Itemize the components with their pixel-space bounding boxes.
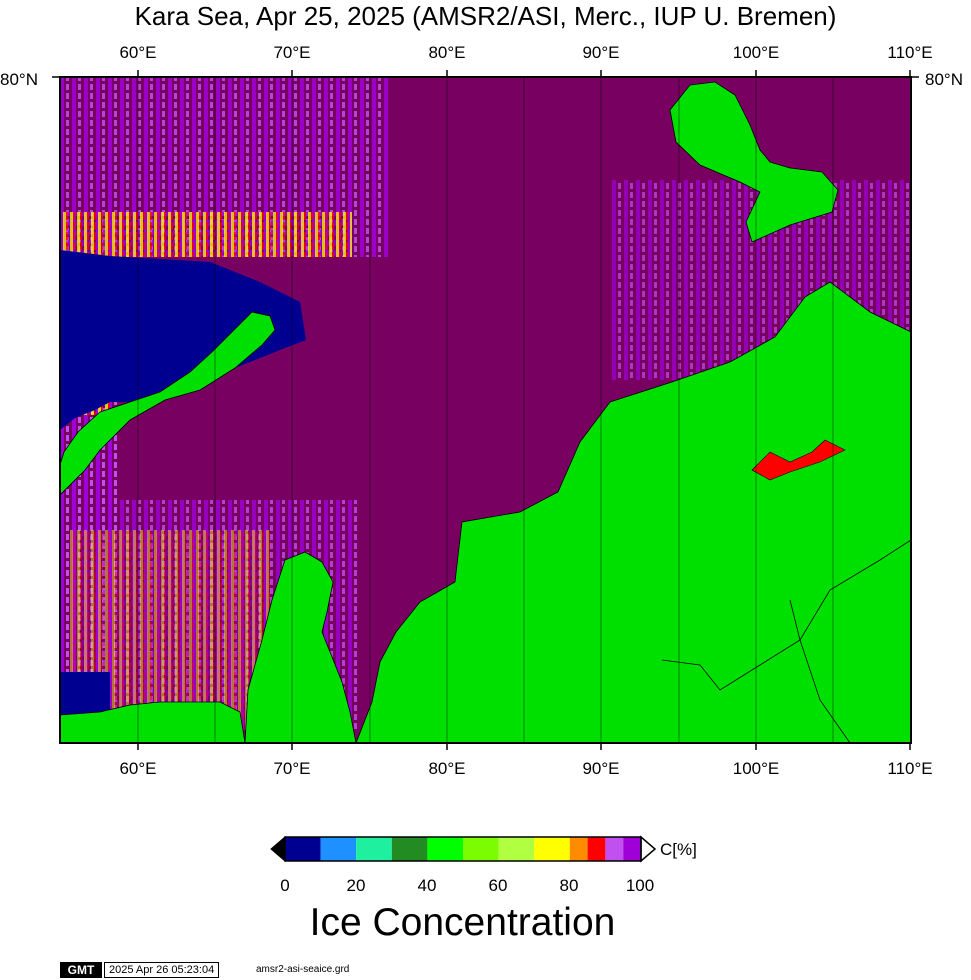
map-frame — [59, 76, 912, 744]
colorbar-over-triangle — [640, 835, 657, 863]
colorbar-tick-80: 80 — [559, 876, 579, 895]
land-novaya-zemlya — [60, 311, 276, 496]
lon-tick-top-110: 110°E — [887, 43, 933, 62]
lat-label-left: 80°N — [0, 70, 38, 89]
land-severnaya-zemlya — [669, 81, 839, 243]
colorbar-under-triangle — [270, 835, 286, 863]
colorbar-segment — [356, 837, 392, 861]
lon-tick-top-60: 60°E — [119, 43, 157, 62]
lon-tick-top-70: 70°E — [273, 43, 311, 62]
land-gydan-taimyr — [355, 281, 911, 743]
colorbar-frame — [284, 836, 642, 862]
colorbar-segment — [320, 837, 357, 861]
colorbar-segment — [587, 837, 606, 861]
map-title: Kara Sea, Apr 25, 2025 (AMSR2/ASI, Merc.… — [134, 1, 837, 31]
legend-title: Ice Concentration — [309, 901, 616, 944]
colorbar-segment — [391, 837, 428, 861]
colorbar-segment — [498, 837, 535, 861]
colorbar-segments — [285, 837, 641, 861]
lon-tick-bottom-110: 110°E — [887, 759, 933, 778]
colorbar-segment — [569, 837, 588, 861]
lat-label-right: 80°N — [925, 70, 963, 89]
colorbar-tick-0: 0 — [280, 876, 290, 895]
colorbar-unit: C[%] — [660, 840, 697, 859]
lon-tick-bottom-70: 70°E — [273, 759, 311, 778]
lon-tick-top-100: 100°E — [732, 43, 780, 62]
colorbar-segment — [534, 837, 570, 861]
colorbar-tick-40: 40 — [417, 876, 437, 895]
timestamp: 2025 Apr 26 05:23:04 — [104, 962, 220, 978]
colorbar — [270, 835, 657, 863]
open-water-barents — [60, 250, 306, 430]
lon-tick-top-90: 90°E — [582, 43, 620, 62]
colorbar-tick-100: 100 — [625, 876, 655, 895]
land-yamal — [244, 551, 357, 743]
colorbar-segment — [427, 837, 463, 861]
lon-tick-bottom-80: 80°E — [428, 759, 466, 778]
land-taimyr-lake — [751, 439, 846, 481]
mixed-ice-band-north — [62, 212, 352, 257]
land-south-west — [60, 701, 246, 743]
colorbar-segment — [623, 837, 641, 861]
lon-tick-bottom-60: 60°E — [119, 759, 157, 778]
lon-tick-top-80: 80°E — [428, 43, 466, 62]
grid-file-name: amsr2-asi-seaice.grd — [256, 964, 350, 975]
sea-ice-map — [52, 70, 919, 750]
river-line-2 — [789, 599, 851, 743]
gmt-logo: GMT — [60, 962, 102, 978]
colorbar-tick-20: 20 — [346, 876, 366, 895]
frame-ticks — [52, 70, 919, 750]
colorbar-segment — [463, 837, 499, 861]
colorbar-segment — [605, 837, 624, 861]
colorbar-segment — [285, 837, 321, 861]
lon-tick-bottom-90: 90°E — [582, 759, 620, 778]
lon-tick-bottom-100: 100°E — [732, 759, 780, 778]
colorbar-tick-60: 60 — [488, 876, 508, 895]
graticule — [137, 77, 834, 743]
